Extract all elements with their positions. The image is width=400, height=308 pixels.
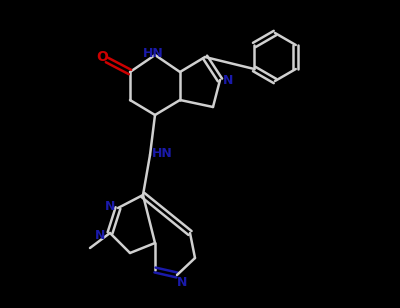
Text: HN: HN [143,47,163,59]
Text: N: N [105,200,115,213]
Text: N: N [95,229,105,241]
Text: HN: HN [152,147,172,160]
Text: O: O [96,50,108,64]
Text: N: N [223,74,233,87]
Text: N: N [177,277,187,290]
